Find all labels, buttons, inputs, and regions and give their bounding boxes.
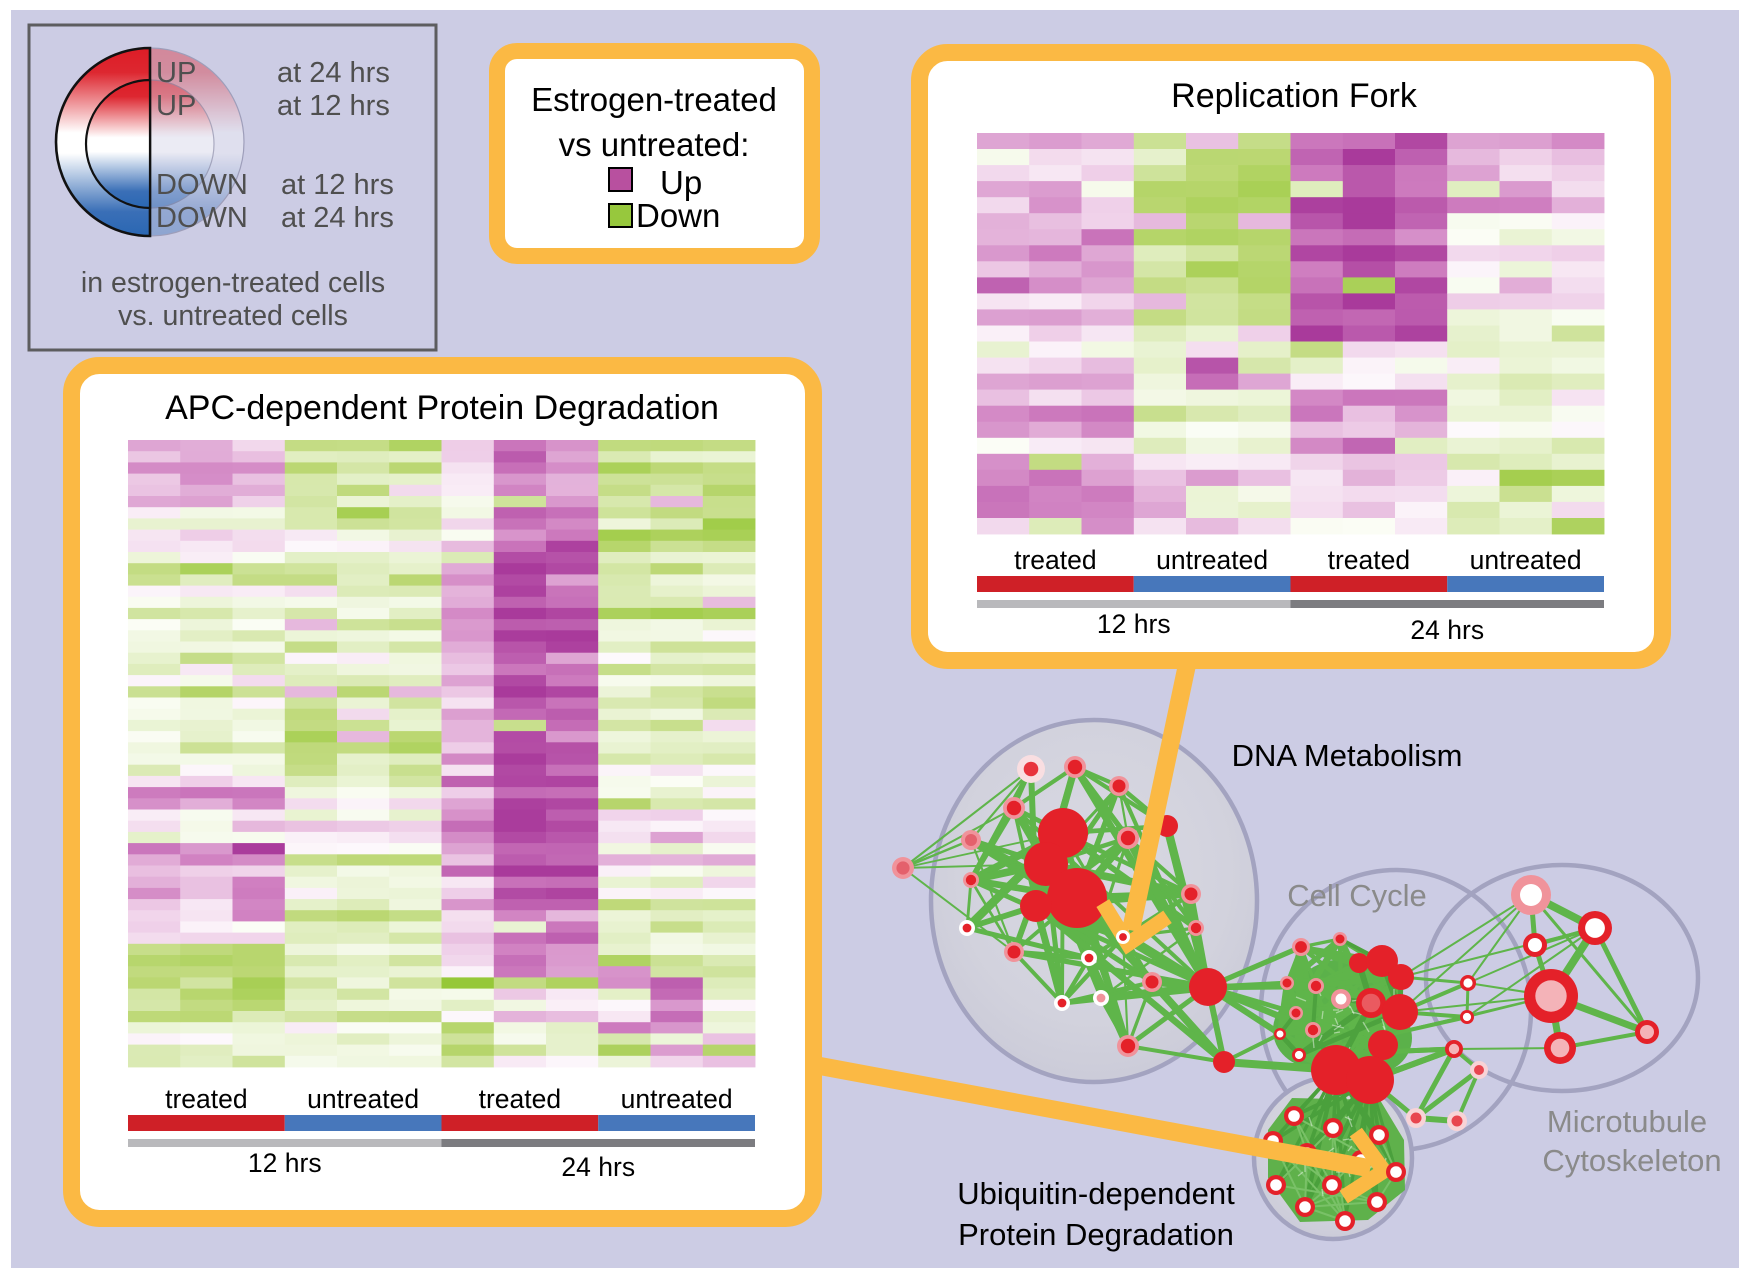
svg-text:untreated: untreated	[1156, 545, 1268, 575]
svg-text:DNA Metabolism: DNA Metabolism	[1232, 738, 1463, 773]
svg-text:vs. untreated cells: vs. untreated cells	[118, 300, 348, 332]
svg-text:treated: treated	[479, 1084, 562, 1114]
svg-text:12 hrs: 12 hrs	[248, 1148, 322, 1178]
svg-text:Microtubule: Microtubule	[1547, 1104, 1707, 1139]
svg-text:APC-dependent Protein Degradat: APC-dependent Protein Degradation	[165, 389, 719, 427]
svg-text:treated: treated	[165, 1084, 248, 1114]
svg-text:at 24 hrs: at 24 hrs	[281, 202, 394, 234]
svg-text:untreated: untreated	[307, 1084, 419, 1114]
svg-text:12 hrs: 12 hrs	[1097, 609, 1171, 639]
svg-text:Protein Degradation: Protein Degradation	[958, 1217, 1234, 1252]
svg-text:in estrogen-treated cells: in estrogen-treated cells	[81, 267, 385, 299]
svg-text:Ubiquitin-dependent: Ubiquitin-dependent	[957, 1176, 1235, 1211]
svg-text:at 24 hrs: at 24 hrs	[277, 57, 390, 89]
svg-text:untreated: untreated	[1470, 545, 1582, 575]
svg-text:at 12 hrs: at 12 hrs	[277, 90, 390, 122]
svg-text:Estrogen-treated: Estrogen-treated	[531, 81, 777, 118]
svg-text:untreated: untreated	[621, 1084, 733, 1114]
svg-text:Cytoskeleton: Cytoskeleton	[1542, 1143, 1721, 1178]
svg-text:UP: UP	[156, 57, 196, 89]
svg-text:treated: treated	[1328, 545, 1411, 575]
svg-text:vs untreated:: vs untreated:	[559, 126, 750, 163]
svg-text:24 hrs: 24 hrs	[561, 1152, 635, 1182]
svg-text:24 hrs: 24 hrs	[1410, 615, 1484, 645]
svg-text:Up: Up	[660, 164, 702, 201]
svg-text:Cell Cycle: Cell Cycle	[1287, 878, 1427, 913]
svg-text:UP: UP	[156, 90, 196, 122]
svg-text:at 12 hrs: at 12 hrs	[281, 169, 394, 201]
svg-text:treated: treated	[1014, 545, 1097, 575]
svg-text:DOWN: DOWN	[156, 169, 248, 201]
svg-text:DOWN: DOWN	[156, 202, 248, 234]
svg-text:Replication Fork: Replication Fork	[1171, 77, 1418, 115]
svg-text:Down: Down	[636, 197, 720, 234]
